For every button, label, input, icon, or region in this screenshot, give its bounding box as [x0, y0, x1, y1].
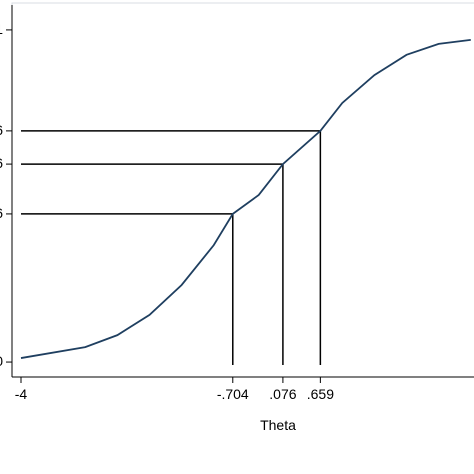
y-tick-label: 0.446 [0, 205, 3, 221]
y-tick-label: 0 [0, 353, 3, 369]
x-tick-label: .076 [269, 386, 296, 402]
y-tick-label: 0.596 [0, 155, 3, 171]
x-axis-title: Theta [260, 417, 296, 433]
x-tick-label: .659 [307, 386, 334, 402]
y-tick-label: 0.696 [0, 122, 3, 138]
plot-area [11, 2, 474, 378]
y-tick-label: 1 [0, 21, 3, 37]
curve [20, 38, 471, 359]
x-tick-label: -.704 [217, 386, 249, 402]
x-tick-label: -4 [15, 386, 28, 402]
